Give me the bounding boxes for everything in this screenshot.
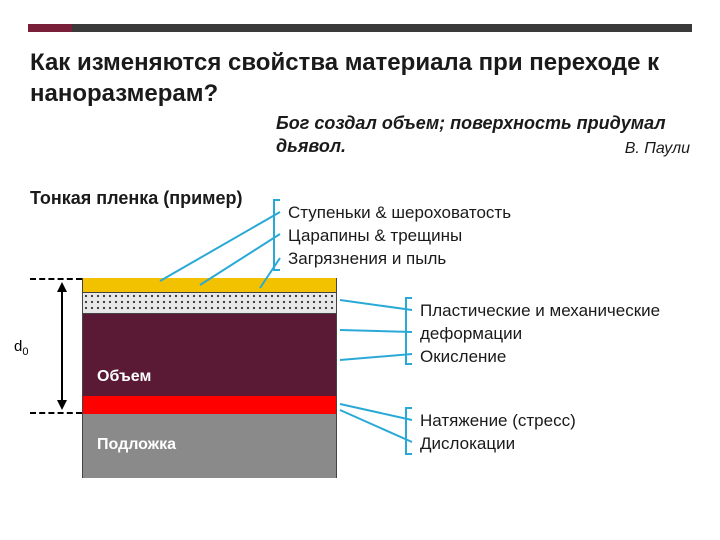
topbar-accent [28,24,72,32]
topbar-main [72,24,692,32]
callout-surface: Ступеньки & шероховатостьЦарапины & трещ… [288,202,511,271]
slide-title: Как изменяются свойства материала при пе… [30,48,690,109]
thin-film-diagram: Объем Подложка [82,278,337,478]
layer-substrate: Подложка [82,414,337,478]
callout-stress: Натяжение (стресс)Дислокации [420,410,576,456]
quote-author: В. Паули [625,140,690,158]
decorative-top-bar [28,24,692,32]
bulk-label: Объем [97,368,151,386]
thickness-bracket [40,278,74,414]
example-label: Тонкая пленка (пример) [30,188,242,209]
substrate-label: Подложка [97,436,176,454]
layer-bulk: Объем [82,314,337,396]
layer-stress [82,396,337,414]
layer-pattern [82,292,337,314]
d0-label: d0 [14,338,28,358]
callout-bulk: Пластические и механическиедеформацииОки… [420,300,660,369]
layer-surface [82,278,337,292]
